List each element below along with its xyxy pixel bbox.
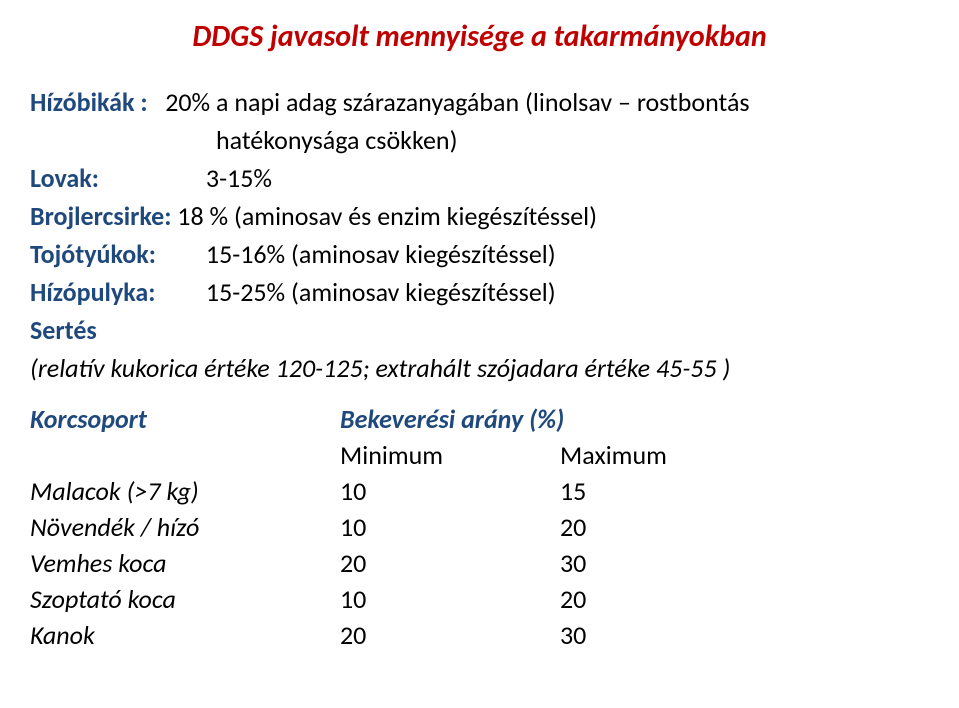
header-bekeveresi: Bekeverési arány (%): [340, 403, 740, 439]
table-row: Növendék / hízó 10 20: [30, 511, 740, 547]
label-tojotyukok: Tojótyúkok:: [30, 235, 200, 273]
cell-max: 30: [560, 547, 740, 583]
table-subheader-row: Minimum Maximum: [30, 439, 740, 475]
table-row: Szoptató koca 10 20: [30, 583, 740, 619]
table-row: Vemhes koca 20 30: [30, 547, 740, 583]
label-brojlercsirke: Brojlercsirke:: [30, 200, 171, 232]
cell-name: Növendék / hízó: [30, 511, 340, 547]
row-hizopulyka: Hízópulyka: 15-25% (aminosav kiegészítés…: [30, 273, 929, 311]
value-hizobikak-l2: hatékonysága csökken): [30, 121, 929, 159]
cell-min: 10: [340, 475, 560, 511]
row-sertes: Sertés: [30, 311, 929, 349]
label-sertes: Sertés: [30, 314, 97, 346]
value-brojlercsirke: 18 % (aminosav és enzim kiegészítéssel): [177, 200, 597, 232]
cell-max: 20: [560, 583, 740, 619]
cell-name: Malacok (>7 kg): [30, 475, 340, 511]
subheader-min: Minimum: [340, 439, 560, 475]
table-row: Malacok (>7 kg) 10 15: [30, 475, 740, 511]
cell-name: Kanok: [30, 619, 340, 655]
value-hizobikak-l1: 20% a napi adag szárazanyagában (linolsa…: [165, 86, 749, 118]
subheader-empty: [30, 439, 340, 475]
slide-page: DDGS javasolt mennyisége a takarmányokba…: [0, 0, 959, 708]
cell-min: 10: [340, 511, 560, 547]
cell-min: 20: [340, 547, 560, 583]
cell-max: 15: [560, 475, 740, 511]
row-lovak: Lovak: 3-15%: [30, 159, 929, 197]
mix-table: Korcsoport Bekeverési arány (%) Minimum …: [30, 403, 740, 655]
label-hizopulyka: Hízópulyka:: [30, 273, 200, 311]
cell-max: 30: [560, 619, 740, 655]
value-hizopulyka: 15-25% (aminosav kiegészítéssel): [206, 276, 556, 308]
cell-name: Vemhes koca: [30, 547, 340, 583]
table-header-row: Korcsoport Bekeverési arány (%): [30, 403, 740, 439]
label-lovak: Lovak:: [30, 159, 200, 197]
row-hizobikak: Hízóbikák : 20% a napi adag szárazanyagá…: [30, 83, 929, 121]
cell-min: 20: [340, 619, 560, 655]
subheader-max: Maximum: [560, 439, 740, 475]
row-brojlercsirke: Brojlercsirke: 18 % (aminosav és enzim k…: [30, 197, 929, 235]
value-tojotyukok: 15-16% (aminosav kiegészítéssel): [206, 238, 556, 270]
page-title: DDGS javasolt mennyisége a takarmányokba…: [30, 18, 929, 55]
cell-max: 20: [560, 511, 740, 547]
cell-name: Szoptató koca: [30, 583, 340, 619]
value-lovak: 3-15%: [206, 162, 272, 194]
cell-min: 10: [340, 583, 560, 619]
table-row: Kanok 20 30: [30, 619, 740, 655]
label-hizobikak: Hízóbikák :: [30, 86, 148, 118]
sertes-note: (relatív kukorica értéke 120-125; extrah…: [30, 349, 929, 387]
row-tojotyukok: Tojótyúkok: 15-16% (aminosav kiegészítés…: [30, 235, 929, 273]
header-korcsoport: Korcsoport: [30, 403, 340, 439]
